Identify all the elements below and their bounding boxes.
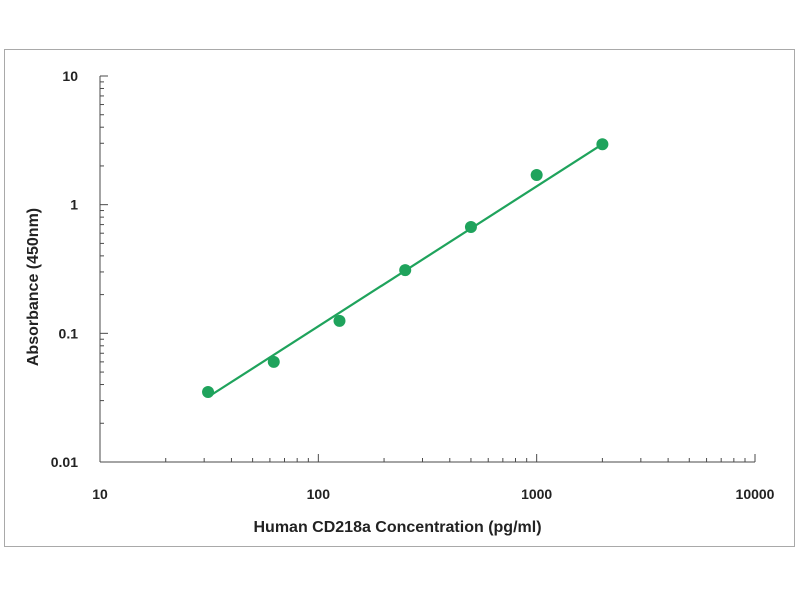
y-tick-label: 1 [70,197,78,213]
y-tick-label: 10 [62,68,78,84]
data-point [267,355,280,368]
data-point [333,314,346,327]
chart-frame: 10 100 1000 10000 10 1 0.1 0.01 Human CD218a Co… [4,49,795,547]
ticks [99,75,756,463]
x-axis-title: Human CD218a Concentration (pg/ml) [253,519,541,536]
y-tick-label: 0.01 [51,454,78,470]
y-axis-title: Absorbance (450nm) [25,208,42,366]
data-point [202,385,215,398]
data-point [399,264,412,277]
data-points [202,138,609,398]
data-point [596,138,609,151]
x-tick-label: 1000 [521,486,552,502]
tick-labels: 10 100 1000 10000 10 1 0.1 0.01 [51,68,775,502]
axes [99,76,755,463]
x-tick-label: 100 [307,486,331,502]
y-tick-label: 0.1 [59,325,79,341]
x-tick-label: 10 [92,486,108,502]
data-point [464,221,477,234]
data-point [530,169,543,182]
x-tick-label: 10000 [736,486,775,502]
chart-svg: 10 100 1000 10000 10 1 0.1 0.01 Human CD218a Co… [25,68,775,536]
